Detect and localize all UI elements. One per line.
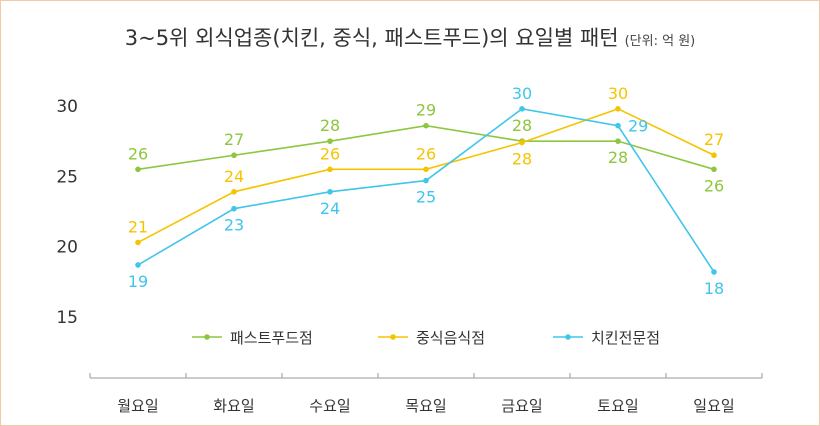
- x-tick-label: 목요일: [405, 397, 446, 415]
- data-point: [711, 269, 717, 275]
- y-tick-label: 30: [56, 97, 78, 117]
- data-point: [327, 138, 333, 144]
- data-point: [519, 139, 525, 146]
- data-label: 28: [320, 116, 340, 135]
- data-point: [135, 239, 141, 246]
- chart-title-text: 3~5위 외식업종(치킨, 중식, 패스트푸드)의 요일별 패턴: [124, 26, 619, 50]
- chart-unit-note: (단위: 억 원): [624, 34, 696, 49]
- data-label: 24: [224, 167, 244, 186]
- data-point: [711, 166, 717, 173]
- data-label: 26: [128, 144, 148, 163]
- data-point: [615, 138, 621, 144]
- legend-label: 치킨전문점: [591, 329, 660, 347]
- data-label: 27: [224, 130, 244, 149]
- data-label: 27: [704, 130, 724, 149]
- data-point: [423, 122, 429, 129]
- data-label: 26: [416, 144, 436, 163]
- x-tick-label: 토요일: [597, 397, 638, 415]
- data-point: [231, 189, 237, 195]
- data-point: [423, 177, 429, 184]
- y-tick-label: 15: [56, 308, 78, 328]
- legend-swatch-marker: [565, 334, 571, 340]
- data-label: 24: [320, 199, 340, 218]
- legend-swatch-marker: [204, 334, 210, 340]
- data-label: 19: [128, 272, 148, 291]
- data-label: 28: [512, 116, 532, 135]
- data-point: [327, 166, 333, 173]
- y-tick-label: 25: [56, 167, 78, 187]
- data-point: [423, 166, 429, 173]
- data-point: [231, 205, 237, 212]
- data-label: 28: [512, 150, 532, 169]
- data-label: 25: [416, 188, 436, 207]
- x-tick-label: 수요일: [309, 397, 350, 415]
- data-point: [519, 106, 525, 112]
- data-label: 26: [320, 144, 340, 163]
- data-label: 28: [608, 148, 628, 167]
- data-point: [231, 152, 237, 159]
- data-point: [327, 189, 333, 195]
- data-label: 26: [704, 176, 724, 195]
- x-tick-label: 월요일: [117, 397, 158, 415]
- data-label: 18: [704, 279, 724, 298]
- data-label: 23: [224, 216, 244, 235]
- data-label: 29: [416, 101, 436, 120]
- legend-label: 패스트푸드점: [230, 329, 313, 347]
- data-point: [615, 106, 621, 112]
- data-point: [615, 122, 621, 129]
- y-tick-label: 20: [56, 238, 78, 258]
- legend-swatch-marker: [390, 334, 396, 340]
- data-label: 30: [512, 84, 532, 103]
- x-tick-label: 일요일: [693, 397, 734, 415]
- chart-title: 3~5위 외식업종(치킨, 중식, 패스트푸드)의 요일별 패턴 (단위: 억 원…: [0, 22, 820, 52]
- data-label: 30: [608, 84, 628, 103]
- data-label: 21: [128, 217, 148, 236]
- legend-label: 중식음식점: [416, 329, 485, 347]
- data-point: [135, 262, 141, 268]
- x-tick-label: 화요일: [213, 397, 254, 415]
- data-label: 29: [628, 117, 648, 136]
- data-point: [135, 166, 141, 173]
- x-tick-label: 금요일: [501, 397, 542, 415]
- data-point: [711, 152, 717, 159]
